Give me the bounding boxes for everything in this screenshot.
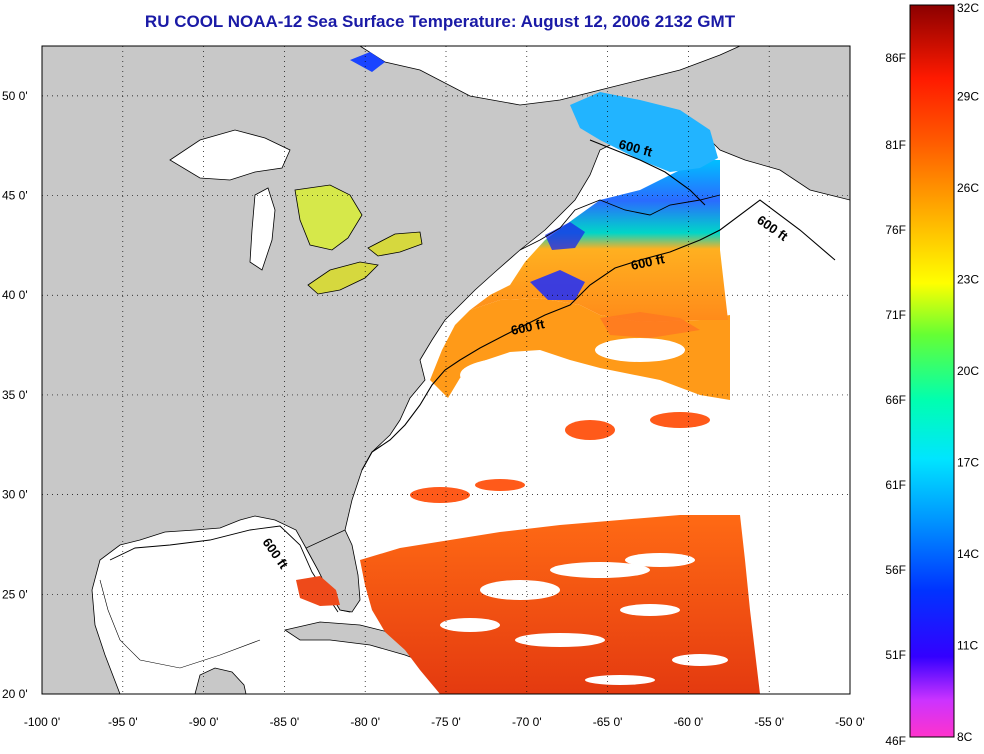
x-tick-label: -50 0' [835, 715, 865, 729]
cloud-patches-south [440, 553, 728, 685]
colorbar-celsius-label: 26C [957, 181, 979, 195]
colorbar-fahrenheit-label: 46F [885, 734, 906, 748]
colorbar-celsius-label: 32C [957, 1, 979, 15]
y-tick-label: 50 0' [2, 89, 28, 103]
colorbar-celsius-label: 14C [957, 547, 979, 561]
lake-erie [307, 261, 379, 295]
map-plot-area: 600 ft 600 ft 600 ft 600 ft 600 ft [42, 46, 850, 694]
x-tick-label: -70 0' [512, 715, 542, 729]
shelf-contour-line [361, 199, 836, 471]
colorbar-celsius-label: 17C [957, 456, 979, 470]
x-tick-label: -90 0' [189, 715, 219, 729]
north-america-landmass [42, 46, 850, 694]
colorbar-ticks: 32C 29C 26C 23C 20C 17C 14C 11C 8C 86F 81F 76F 71F 66… [885, 1, 979, 748]
northeast-coastline [519, 194, 721, 251]
sst-warm-stripe [600, 312, 700, 338]
x-tick-label: -80 0' [350, 715, 380, 729]
lake-ontario [367, 231, 423, 257]
contour-label-4: 600 ft [510, 316, 547, 338]
sst-scattered-pixels [410, 412, 710, 503]
y-tick-label: 40 0' [2, 288, 28, 302]
colorbar-celsius-label: 20C [957, 364, 979, 378]
cloud-patches-mid [425, 338, 685, 445]
sst-cold-blue-2 [545, 222, 585, 250]
sst-gulf-patch [296, 576, 340, 606]
sst-cold-blue [530, 270, 585, 300]
y-tick-label: 30 0' [2, 488, 28, 502]
colorbar-celsius-label: 29C [957, 90, 979, 104]
map-frame [41, 45, 851, 695]
colorbar-celsius-label: 23C [957, 273, 979, 287]
colorbar-fahrenheit-label: 56F [885, 563, 906, 577]
colorbar-fahrenheit-label: 76F [885, 223, 906, 237]
sst-lake-northern [350, 52, 385, 72]
x-tick-label: -85 0' [270, 715, 300, 729]
y-tick-label: 45 0' [2, 189, 28, 203]
x-tick-label: -75 0' [431, 715, 461, 729]
colorbar-celsius-label: 8C [957, 730, 973, 744]
x-tick-label: -100 0' [24, 715, 60, 729]
y-axis-ticks: 50 0' 45 0' 40 0' 35 0' 30 0' 25 0' 20 0' [2, 89, 28, 701]
x-axis-ticks: -100 0' -95 0' -90 0' -85 0' -80 0' -75 0' -70… [24, 715, 865, 729]
y-tick-label: 25 0' [2, 587, 28, 601]
lake-huron [294, 184, 363, 251]
gulf-deep-contour [99, 579, 261, 669]
x-tick-label: -65 0' [593, 715, 623, 729]
colorbar-fahrenheit-label: 51F [885, 648, 906, 662]
y-tick-label: 35 0' [2, 388, 28, 402]
colorbar-fahrenheit-label: 66F [885, 393, 906, 407]
x-tick-label: -95 0' [108, 715, 138, 729]
y-tick-label: 20 0' [2, 687, 28, 701]
shelf-contour-line-2 [589, 139, 706, 206]
colorbar-fahrenheit-label: 61F [885, 478, 906, 492]
colorbar [909, 4, 955, 738]
x-tick-label: -60 0' [674, 715, 704, 729]
yucatan-peninsula [194, 667, 247, 694]
contour-label-3: 600 ft [630, 251, 667, 273]
lake-superior [169, 129, 291, 181]
sst-st-lawrence [570, 92, 718, 172]
x-tick-label: -55 0' [754, 715, 784, 729]
colorbar-fahrenheit-label: 81F [885, 138, 906, 152]
colorbar-fahrenheit-label: 71F [885, 308, 906, 322]
colorbar-fahrenheit-label: 86F [885, 51, 906, 65]
map-gridlines [42, 46, 850, 694]
colorbar-celsius-label: 11C [957, 639, 978, 653]
map-title: RU COOL NOAA-12 Sea Surface Temperature:… [144, 12, 736, 31]
lake-michigan [249, 187, 276, 271]
